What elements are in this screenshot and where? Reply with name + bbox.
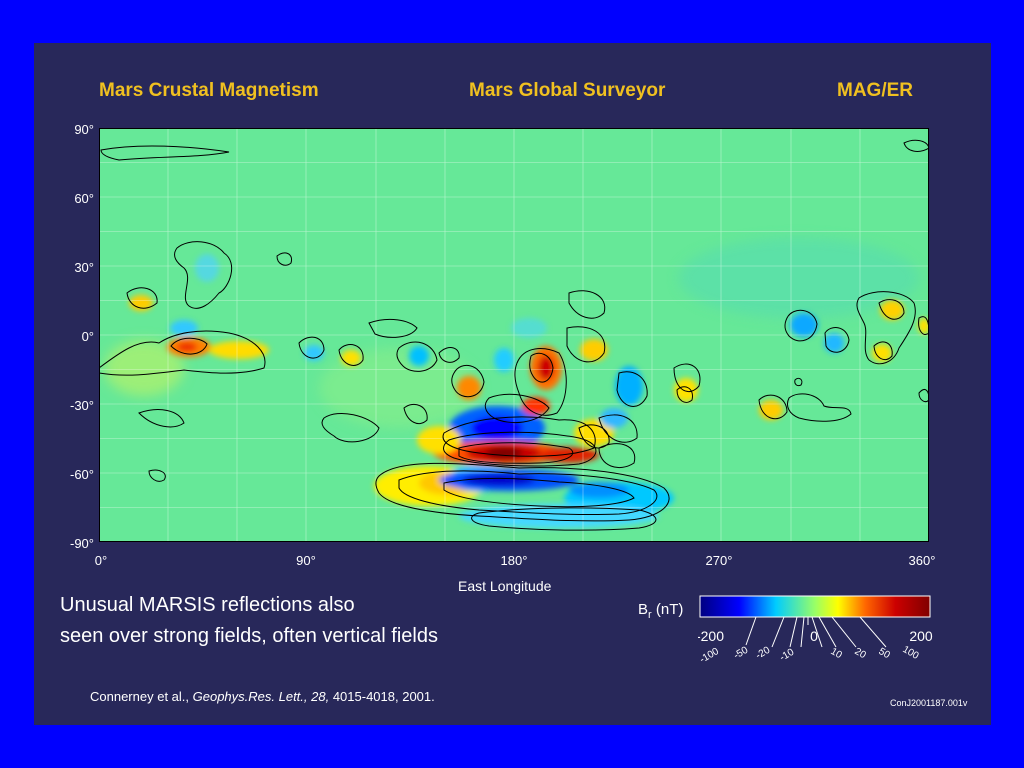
- colorbar-title-sub: r: [648, 609, 652, 621]
- colorbar-title-main: B: [638, 601, 649, 618]
- lon-tick-label: 180°: [500, 553, 528, 568]
- colorbar-minor-label: -50: [732, 645, 750, 662]
- colorbar-minor-label: 10: [829, 646, 845, 661]
- title-right: MAG/ER: [837, 80, 913, 101]
- crustal-field-map: [99, 128, 929, 542]
- lat-tick-label: 90°: [74, 122, 94, 137]
- lon-tick-label: 90°: [296, 553, 316, 568]
- colorbar-label-max: 200: [909, 628, 933, 644]
- colorbar-title-unit: (nT): [651, 601, 684, 618]
- title-center: Mars Global Surveyor: [469, 80, 666, 101]
- figure-code: ConJ2001187.001v: [890, 698, 968, 708]
- colorbar-label-zero: 0: [810, 628, 818, 644]
- citation: Connerney et al., Geophys.Res. Lett., 28…: [90, 689, 435, 704]
- title-left: Mars Crustal Magnetism: [99, 80, 319, 101]
- colorbar-gradient: [699, 595, 931, 618]
- note-line-1: Unusual MARSIS reflections also: [60, 594, 355, 616]
- lat-tick-label: -30°: [70, 398, 94, 413]
- colorbar-ticks: [745, 616, 887, 648]
- lat-tick-label: -60°: [70, 467, 94, 482]
- lat-tick-label: 30°: [74, 260, 94, 275]
- colorbar-minor-labels: -100 -50 -20 -10 10 20 50 100: [698, 644, 921, 666]
- contour-lines: [99, 139, 929, 531]
- citation-journal: Geophys.Res. Lett., 28,: [192, 689, 330, 704]
- colorbar-minor-label: -10: [778, 647, 796, 664]
- lat-tick-label: -90°: [70, 536, 94, 551]
- lat-tick-label: 60°: [74, 191, 94, 206]
- note-line-2: seen over strong fields, often vertical …: [60, 625, 438, 647]
- colorbar: -200 0 200 -100 -50 -20 -10 10 20 50 100: [698, 595, 933, 666]
- lon-tick-label: 360°: [908, 553, 936, 568]
- citation-authors: Connerney et al.,: [90, 689, 193, 704]
- x-axis-label: East Longitude: [458, 578, 552, 594]
- colorbar-title: Br (nT): [638, 601, 683, 621]
- colorbar-minor-label: -100: [698, 646, 721, 666]
- colorbar-minor-label: -20: [754, 645, 772, 662]
- lon-tick-label: 270°: [705, 553, 733, 568]
- lon-tick-label: 0°: [94, 553, 108, 568]
- colorbar-minor-label: 20: [853, 646, 869, 661]
- colorbar-label-min: -200: [698, 628, 724, 644]
- colorbar-minor-label: 50: [877, 646, 893, 661]
- colorbar-minor-label: 100: [901, 644, 921, 662]
- lat-tick-label: 0°: [81, 329, 94, 344]
- citation-pages: 4015-4018, 2001.: [329, 689, 435, 704]
